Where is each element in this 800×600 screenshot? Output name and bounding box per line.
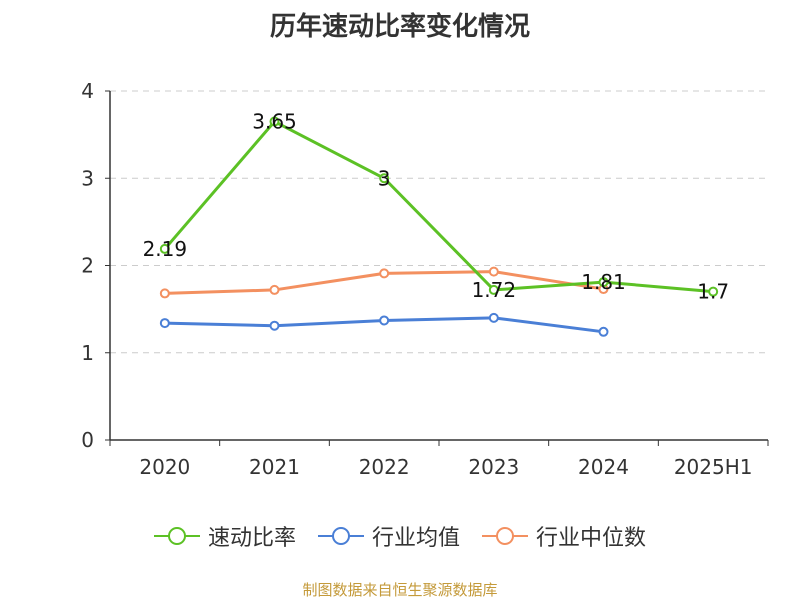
y-tick-label: 4: [81, 79, 94, 103]
legend-item-industry-mean[interactable]: 行业均值: [317, 520, 460, 552]
data-point: [269, 116, 280, 127]
data-point: [269, 320, 280, 331]
data-point: [379, 315, 390, 326]
data-label: 1.7: [697, 280, 729, 304]
legend-line-icon: [482, 527, 528, 545]
data-point: [379, 268, 390, 279]
data-label: 1.81: [581, 270, 626, 294]
data-label: 1.72: [472, 278, 517, 302]
data-source-note: 制图数据来自恒生聚源数据库: [302, 581, 498, 599]
data-point: [488, 266, 499, 277]
grid-lines: [110, 90, 768, 354]
data-label: 3.65: [252, 110, 297, 134]
data-point: [598, 277, 609, 288]
legend-label: 行业均值: [371, 526, 460, 551]
data-point: [159, 318, 170, 329]
legend: 速动比率 行业均值 行业中位数: [0, 520, 800, 552]
data-point: [379, 173, 390, 184]
chart-title: 历年速动比率变化情况: [269, 12, 530, 42]
data-point: [159, 288, 170, 299]
series-lines: [159, 116, 719, 337]
x-tick-label: 2020: [139, 455, 190, 479]
data-point: [708, 286, 719, 297]
y-tick-label: 0: [81, 428, 94, 452]
x-tick-label: 2023: [468, 455, 519, 479]
data-point: [269, 284, 280, 295]
data-labels: 2.19 3.65 3 1.72 1.81 1.7: [143, 110, 730, 304]
y-tick-label: 3: [81, 166, 94, 190]
legend-line-icon: [153, 527, 200, 545]
legend-item-quick-ratio[interactable]: 速动比率: [153, 520, 296, 552]
data-label: 2.19: [143, 237, 188, 261]
data-point: [488, 312, 499, 323]
legend-item-industry-median[interactable]: 行业中位数: [482, 520, 646, 552]
data-point: [159, 243, 170, 254]
data-point: [598, 326, 609, 337]
data-point: [488, 284, 499, 295]
series-line: [163, 120, 714, 294]
legend-label: 行业中位数: [536, 526, 647, 551]
x-tick-label: 2022: [359, 455, 410, 479]
y-tick-label: 2: [81, 254, 94, 278]
axes: 0 1 2 3 4 2020 2021 2022 2023 2024 2025H1: [81, 79, 769, 479]
x-tick-label: 2024: [578, 455, 629, 479]
x-tick-label: 2021: [249, 455, 300, 479]
x-tick-label: 2025H1: [674, 455, 753, 479]
y-tick-label: 1: [81, 341, 94, 365]
legend-label: 速动比率: [207, 526, 296, 551]
data-label: 3: [378, 166, 391, 190]
legend-line-icon: [317, 527, 364, 545]
